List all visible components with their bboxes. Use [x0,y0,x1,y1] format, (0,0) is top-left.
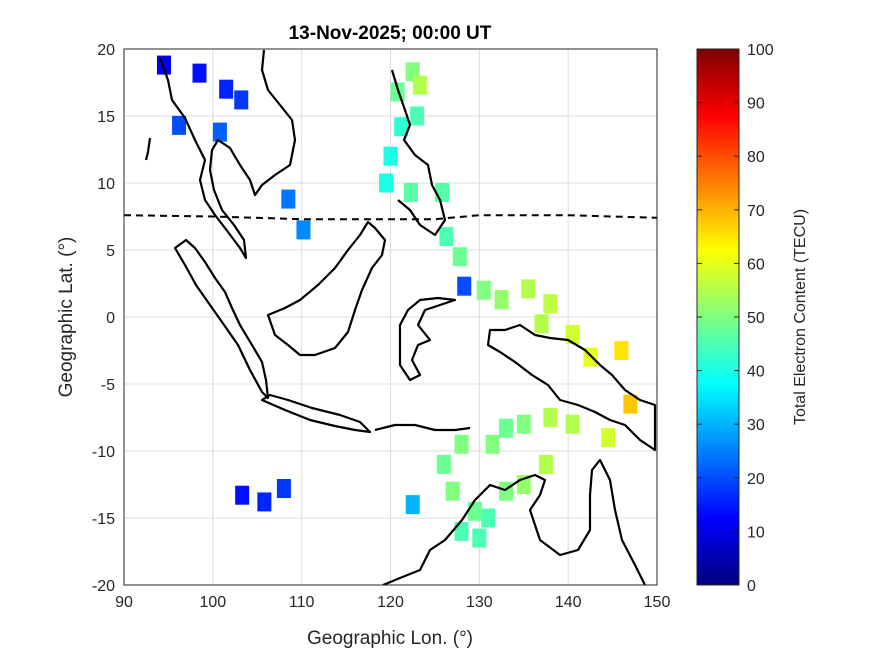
tec-cell [276,479,291,499]
tec-cell [383,146,398,166]
colorbar [696,48,740,586]
x-tick-label: 90 [115,594,133,611]
y-tick-label: 10 [97,176,115,193]
tec-cell [405,495,420,515]
tec-cell [452,247,467,267]
colorbar-label: Total Electron Content (TECU) [792,209,809,425]
tec-cell [481,508,496,528]
y-tick-labels: 20 15 10 5 0 -5 -10 -15 -20 [92,42,115,595]
x-tick-label: 110 [289,594,315,611]
tec-cell [494,290,509,310]
x-tick-label: 100 [199,594,226,611]
tec-cell [410,106,425,126]
colorbar-tick-label: 80 [747,149,765,166]
colorbar-tick-label: 90 [747,96,765,113]
tec-cell [498,418,513,438]
tec-cell [403,182,418,202]
coastlines [144,49,657,585]
tec-cell [454,434,469,454]
chart-title: 13-Nov-2025; 00:00 UT [289,23,492,44]
colorbar-tick-label: 40 [747,364,765,381]
x-tick-label: 130 [466,594,493,611]
tec-cell [614,341,629,360]
tec-cell [534,314,549,334]
tec-cell [476,280,491,300]
x-tick-label: 120 [377,594,404,611]
x-axis-label: Geographic Lon. (°) [307,628,473,649]
colorbar-tick-label: 50 [747,310,765,327]
colorbar-tick-label: 20 [747,471,765,488]
tec-cell [454,521,469,541]
y-tick-label: 15 [97,109,115,126]
tec-cell [457,276,472,296]
tec-cell [516,414,531,434]
tec-cell [172,115,187,135]
tec-cell [296,220,311,240]
y-axis-label: Geographic Lat. (°) [56,237,77,398]
magnetic-equator-line [124,214,657,221]
tec-cell [281,189,296,209]
colorbar-tick-label: 10 [747,524,765,541]
tec-cell [565,324,580,344]
y-tick-label: 20 [97,42,115,59]
x-tick-label: 150 [644,594,671,611]
x-tick-label: 140 [555,594,582,611]
tec-cell [192,63,207,83]
tec-cell [445,481,460,501]
tec-cell [379,173,394,193]
tec-cell [543,408,558,427]
tec-cell [234,90,249,110]
y-tick-label: -5 [101,377,115,394]
tec-cell [467,501,482,521]
colorbar-tick-label: 100 [747,42,774,59]
colorbar-ticks: 0 10 20 30 40 50 60 70 80 90 100 [697,42,774,595]
y-tick-label: -20 [92,578,115,595]
colorbar-tick-label: 70 [747,203,765,220]
tec-cell [543,294,558,314]
tec-cell [623,394,638,414]
tec-cell [257,492,272,512]
tec-cell [601,428,616,448]
axes-frame [123,48,658,586]
y-tick-label: 0 [106,310,115,327]
tec-cell [212,122,227,142]
tec-cell [436,454,451,474]
tec-cell [565,414,580,434]
tec-cell [412,75,427,95]
colorbar-tick-label: 0 [747,578,756,595]
tec-cell [235,485,250,505]
tec-cell [439,227,454,247]
tec-cell [498,481,513,501]
tec-cell [394,117,409,137]
colorbar-tick-label: 30 [747,417,765,434]
x-tick-labels: 90 100 110 120 130 140 150 [115,594,670,611]
tec-cell [485,434,500,454]
tec-cell [538,454,553,474]
tec-cell [521,279,536,299]
y-tick-label: -15 [92,511,115,528]
tec-cell [219,79,234,99]
y-tick-label: -10 [92,444,115,461]
colorbar-tick-label: 60 [747,256,765,273]
y-tick-label: 5 [106,243,115,260]
tec-cell [472,528,487,548]
